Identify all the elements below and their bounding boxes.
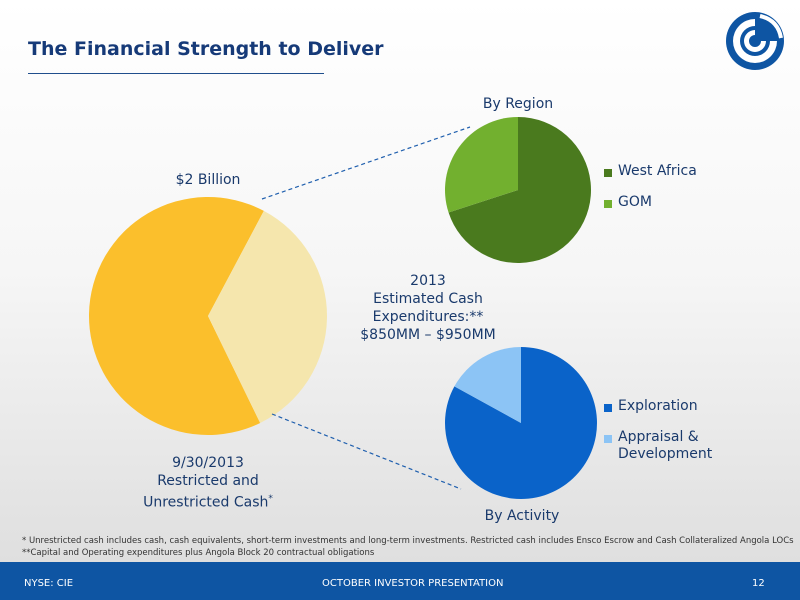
region-chart-title: By Region [482, 96, 554, 112]
expenditure-line-3: Expenditures:** [372, 309, 484, 325]
company-logo-icon [726, 12, 784, 70]
region-slice-1 [448, 117, 591, 263]
expenditure-summary: 2013 Estimated Cash Expenditures:** $850… [338, 272, 518, 344]
region-pie [445, 117, 591, 263]
legend-swatch-exploration [604, 404, 612, 412]
cash-slice-1 [89, 197, 264, 435]
cash-caption-line-1: 9/30/2013 [172, 455, 244, 471]
expenditure-line-1: 2013 [410, 273, 446, 289]
legend-item-gom: GOM [604, 194, 697, 211]
cash-caption-marker: * [268, 494, 273, 504]
legend-label-appraisal: Appraisal & Development [618, 429, 713, 462]
legend-swatch-gom [604, 200, 612, 208]
cash-caption-line-3-text: Unrestricted Cash [143, 494, 269, 511]
activity-pie [445, 347, 597, 500]
cash-slice-2 [208, 210, 328, 423]
footnote-2: **Capital and Operating expenditures plu… [22, 548, 375, 558]
footer-page-number: 12 [752, 578, 765, 589]
footer-ticker: NYSE: CIE [24, 578, 74, 589]
legend-swatch-appraisal [604, 435, 612, 443]
expenditure-line-2: Estimated Cash [373, 291, 483, 307]
page-title: The Financial Strength to Deliver [28, 38, 384, 60]
connector-top [261, 126, 471, 200]
region-legend: West Africa GOM [604, 163, 697, 211]
footnote-1: * Unrestricted cash includes cash, cash … [22, 536, 794, 546]
activity-legend: Exploration Appraisal & Development [604, 398, 722, 463]
cash-caption-line-3: Unrestricted Cash* [118, 490, 298, 512]
activity-slice-1 [445, 347, 597, 500]
footer-presentation-name: OCTOBER INVESTOR PRESENTATION [322, 578, 504, 589]
legend-item-exploration: Exploration [604, 398, 722, 415]
cash-pie [89, 197, 328, 435]
legend-swatch-west-africa [604, 169, 612, 177]
legend-item-west-africa: West Africa [604, 163, 697, 180]
cash-caption-line-2: Restricted and [157, 473, 259, 489]
legend-label-exploration: Exploration [618, 398, 698, 414]
legend-label-west-africa: West Africa [618, 163, 697, 179]
footer-bar: NYSE: CIE OCTOBER INVESTOR PRESENTATION … [0, 562, 800, 600]
legend-item-appraisal: Appraisal & Development [604, 429, 722, 463]
cash-caption: 9/30/2013 Restricted and Unrestricted Ca… [118, 454, 298, 512]
expenditure-line-4: $850MM – $950MM [360, 327, 496, 343]
title-divider [28, 73, 324, 74]
region-slice-2 [445, 117, 518, 213]
activity-chart-title: By Activity [484, 508, 560, 524]
connector-bottom [271, 413, 462, 490]
activity-slice-2 [454, 347, 521, 423]
total-cash-label: $2 Billion [175, 172, 241, 188]
legend-label-gom: GOM [618, 194, 652, 210]
